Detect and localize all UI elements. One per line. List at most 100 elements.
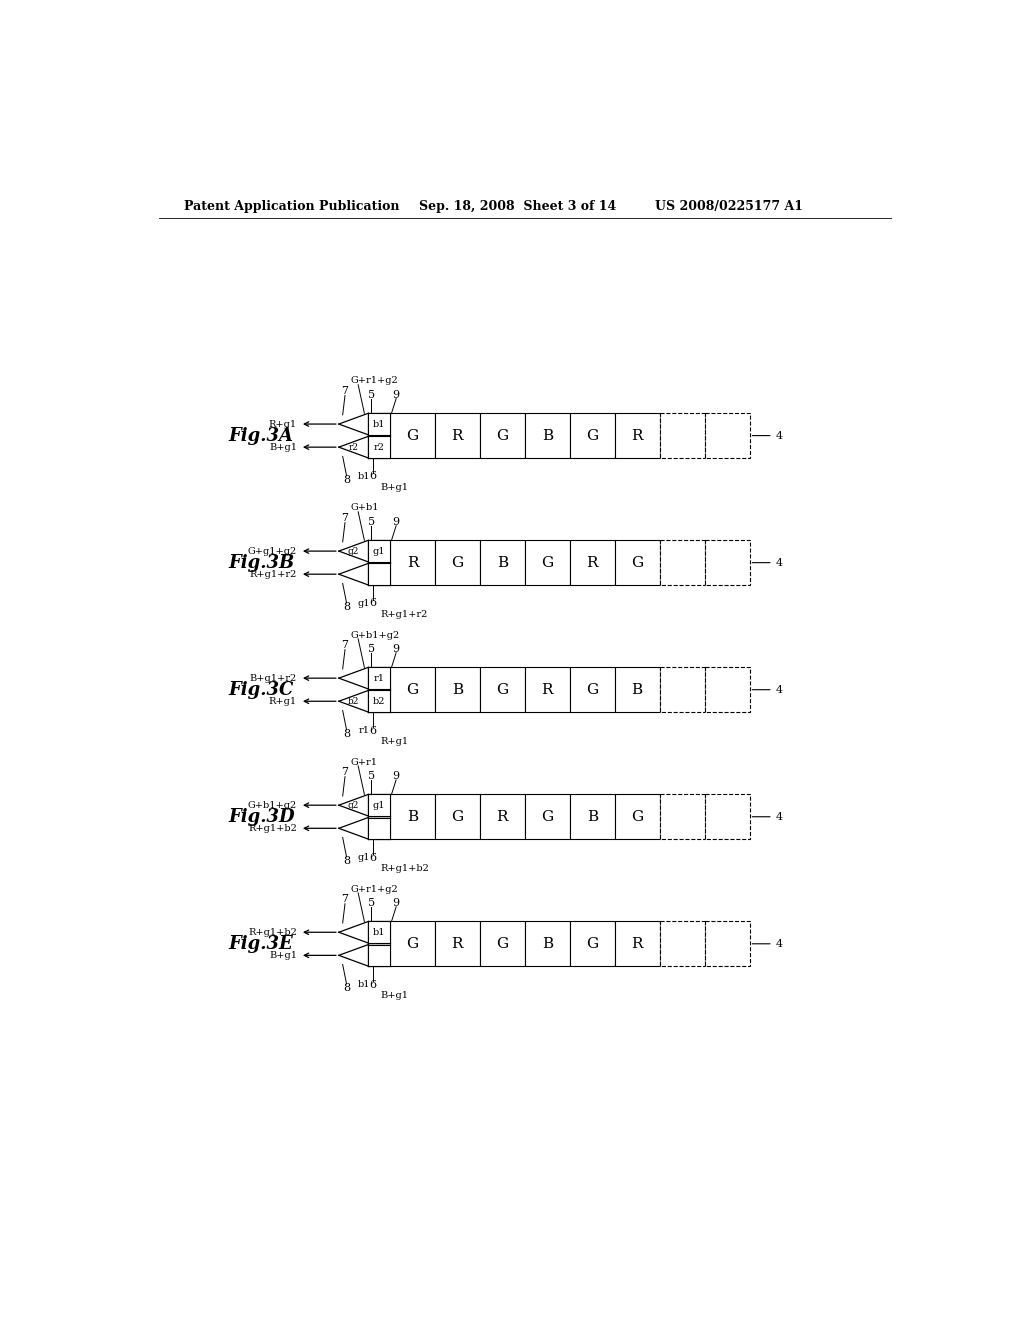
Bar — [569, 795, 614, 840]
Text: 6: 6 — [370, 979, 377, 990]
Text: 7: 7 — [341, 767, 348, 777]
Text: R+g1: R+g1 — [269, 697, 297, 706]
Text: G: G — [452, 809, 464, 824]
Text: b2: b2 — [348, 697, 359, 706]
Text: R: R — [542, 682, 553, 697]
Bar — [390, 668, 435, 711]
Bar — [369, 413, 390, 434]
Text: 6: 6 — [370, 471, 377, 482]
Text: G: G — [407, 682, 419, 697]
Text: G: G — [497, 682, 509, 697]
Text: 4: 4 — [776, 557, 783, 568]
Text: B+g1: B+g1 — [269, 950, 297, 960]
Bar — [569, 540, 614, 585]
Text: G: G — [407, 429, 419, 442]
Bar — [480, 795, 525, 840]
Text: r2: r2 — [374, 442, 385, 451]
Text: G+g1+g2: G+g1+g2 — [248, 546, 297, 556]
Text: 6: 6 — [370, 598, 377, 609]
Text: G: G — [541, 556, 553, 570]
Bar — [705, 413, 750, 458]
Text: 4: 4 — [776, 812, 783, 822]
Text: b2: b2 — [373, 697, 385, 706]
Text: G: G — [631, 556, 643, 570]
Text: R: R — [497, 809, 508, 824]
Text: b1: b1 — [373, 420, 385, 429]
Text: G+b1+g2: G+b1+g2 — [248, 801, 297, 809]
Bar — [659, 921, 705, 966]
Text: B+g1: B+g1 — [381, 483, 409, 491]
Bar — [614, 540, 659, 585]
Text: g1: g1 — [373, 546, 385, 556]
Bar — [435, 413, 480, 458]
Text: 8: 8 — [343, 730, 350, 739]
Bar — [390, 540, 435, 585]
Bar — [369, 921, 390, 942]
Text: 9: 9 — [392, 389, 399, 400]
Bar — [524, 795, 569, 840]
Text: G: G — [407, 937, 419, 950]
Bar — [614, 921, 659, 966]
Text: R+g1+b2: R+g1+b2 — [248, 928, 297, 937]
Text: R: R — [632, 937, 643, 950]
Text: B: B — [542, 937, 553, 950]
Text: B: B — [452, 682, 463, 697]
Text: 5: 5 — [368, 644, 375, 653]
Bar — [569, 921, 614, 966]
Bar — [480, 921, 525, 966]
Text: R+g1+r2: R+g1+r2 — [250, 570, 297, 578]
Bar — [480, 540, 525, 585]
Bar — [524, 921, 569, 966]
Text: 7: 7 — [341, 640, 348, 649]
Text: G: G — [586, 682, 598, 697]
Bar — [524, 668, 569, 711]
Bar — [369, 690, 390, 711]
Bar — [369, 945, 390, 966]
Text: G+r1+g2: G+r1+g2 — [350, 376, 398, 385]
Text: 9: 9 — [392, 644, 399, 653]
Text: b1: b1 — [373, 928, 385, 937]
Text: 8: 8 — [343, 983, 350, 994]
Text: R: R — [587, 556, 598, 570]
Bar — [659, 668, 705, 711]
Text: 9: 9 — [392, 771, 399, 781]
Bar — [369, 817, 390, 840]
Bar — [369, 795, 390, 816]
Text: 5: 5 — [368, 771, 375, 781]
Text: Fig.3D: Fig.3D — [228, 808, 295, 826]
Text: Fig.3A: Fig.3A — [228, 426, 294, 445]
Text: 4: 4 — [776, 939, 783, 949]
Bar — [435, 795, 480, 840]
Bar — [659, 795, 705, 840]
Text: g2: g2 — [348, 546, 359, 556]
Text: R+g1+r2: R+g1+r2 — [381, 610, 428, 619]
Text: G+b1+g2: G+b1+g2 — [350, 631, 399, 639]
Text: B: B — [497, 556, 508, 570]
Text: G: G — [586, 429, 598, 442]
Text: G+b1: G+b1 — [350, 503, 379, 512]
Text: G+r1: G+r1 — [350, 758, 378, 767]
Bar — [705, 795, 750, 840]
Text: Fig.3B: Fig.3B — [228, 553, 295, 572]
Text: 7: 7 — [341, 385, 348, 396]
Text: g1: g1 — [373, 801, 385, 809]
Text: US 2008/0225177 A1: US 2008/0225177 A1 — [655, 199, 803, 213]
Bar — [659, 540, 705, 585]
Bar — [369, 564, 390, 585]
Text: Fig.3E: Fig.3E — [228, 935, 294, 953]
Text: R: R — [452, 937, 463, 950]
Text: R: R — [407, 556, 418, 570]
Text: B: B — [407, 809, 418, 824]
Text: g1: g1 — [357, 853, 370, 862]
Text: R+g1: R+g1 — [269, 420, 297, 429]
Text: Fig.3C: Fig.3C — [228, 681, 294, 698]
Bar — [435, 921, 480, 966]
Text: G: G — [452, 556, 464, 570]
Text: R+g1+b2: R+g1+b2 — [248, 824, 297, 833]
Text: 5: 5 — [368, 389, 375, 400]
Text: G: G — [586, 937, 598, 950]
Bar — [705, 668, 750, 711]
Bar — [569, 668, 614, 711]
Bar — [705, 540, 750, 585]
Bar — [614, 795, 659, 840]
